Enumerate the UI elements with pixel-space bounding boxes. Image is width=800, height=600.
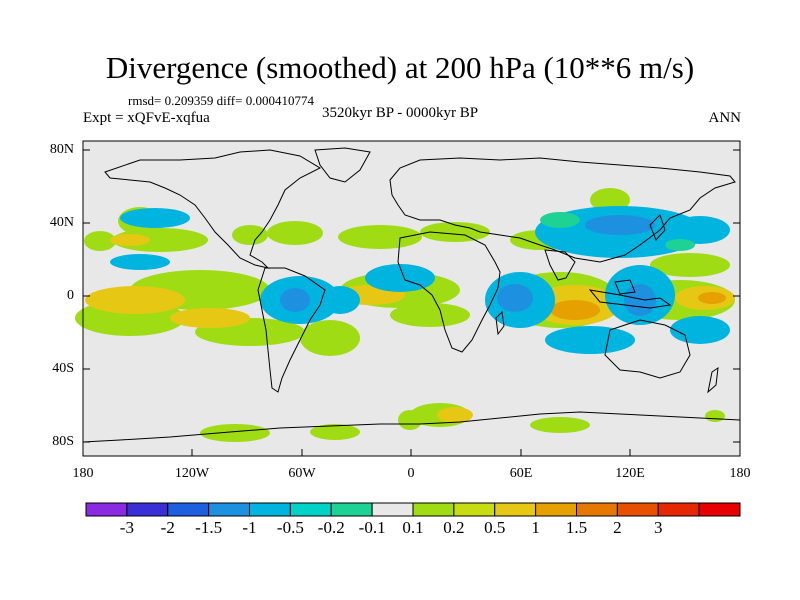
coastline-madagascar (495, 310, 505, 336)
field-blob (170, 308, 250, 328)
coastline-australia (604, 319, 691, 379)
colorbar-swatch (657, 502, 700, 517)
lon-tick-label: 60W (288, 466, 316, 481)
lat-tick-label: 40N (49, 215, 74, 230)
field-blob (650, 253, 730, 277)
lat-tick-label: 80S (52, 434, 74, 449)
period-label: 3520kyr BP - 0000kyr BP (322, 105, 479, 121)
colorbar-swatch (535, 502, 577, 517)
positive-anomaly-regions (75, 188, 735, 442)
field-blob (232, 225, 268, 245)
colorbar-swatch (330, 502, 373, 517)
colorbar-label: -1 (242, 518, 257, 537)
coastline-eurasia (389, 157, 736, 263)
coastline-north-america (104, 149, 322, 269)
lon-tick-label: 120E (615, 466, 645, 481)
colorbar-label: -0.2 (317, 518, 345, 537)
field-blob (698, 292, 726, 304)
coastline-new-zealand (707, 366, 719, 394)
colorbar-swatch (371, 502, 414, 517)
coastlines (82, 147, 741, 443)
field-blob (550, 300, 600, 320)
coastline-south-america (257, 267, 326, 393)
field-blob (530, 417, 590, 433)
field-blob (200, 424, 270, 442)
lon-tick-label: 0 (407, 466, 415, 481)
field-blob (338, 225, 422, 249)
colorbar-swatch (412, 502, 455, 517)
field-blob (665, 239, 695, 251)
lat-tick-label: 80N (49, 142, 74, 157)
field-blob (320, 286, 360, 314)
field-blob (85, 286, 185, 314)
colorbar-label: -1.5 (195, 518, 223, 537)
lat-tick-label: 40S (52, 361, 74, 376)
field-blob (110, 234, 150, 246)
field-blob (112, 228, 208, 252)
field-blob (365, 264, 435, 292)
weak-negative-regions (540, 212, 695, 251)
figure-title: Divergence (smoothed) at 200 hPa (10**6 … (105, 50, 695, 85)
colorbar-label: 0.1 (402, 518, 424, 537)
lon-tick-label: 180 (72, 466, 94, 481)
coastline-india (544, 249, 576, 281)
lat-tick-label: 0 (67, 288, 74, 303)
coastline-japan (649, 214, 666, 241)
coastline-africa (397, 231, 501, 353)
field-blob (84, 231, 116, 251)
colorbar-swatch (576, 502, 618, 517)
colorbar-label: 0.5 (484, 518, 506, 537)
colorbar-swatch (85, 502, 128, 517)
coastline-indonesia (588, 289, 672, 309)
colorbar-swatch (289, 502, 332, 517)
coastline-antarctica (82, 411, 741, 443)
colorbar-label: -0.1 (358, 518, 386, 537)
field-blob (670, 216, 730, 244)
field-blob (540, 212, 580, 228)
colorbar-swatch (453, 502, 496, 517)
colorbar-label: -0.5 (276, 518, 304, 537)
colorbar-swatch (698, 502, 741, 517)
lon-tick-label: 60E (509, 466, 533, 481)
field-blob (300, 320, 360, 356)
field-blob (545, 326, 635, 354)
strongest-positive-regions (550, 292, 726, 320)
colorbar-label: 2 (613, 518, 622, 537)
colorbar-swatch (126, 502, 169, 517)
colorbar-swatch (167, 502, 210, 517)
field-blob (267, 221, 323, 245)
rmsd-diff-stats: rmsd= 0.209359 diff= 0.000410774 (128, 93, 314, 108)
experiment-label: Expt = xQFvE-xqfua (83, 110, 210, 126)
colorbar-label: 1 (531, 518, 540, 537)
field-blob (420, 222, 490, 242)
field-blob (497, 284, 533, 312)
field-blob (110, 254, 170, 270)
season-label: ANN (708, 110, 742, 126)
axis-ticks (82, 149, 741, 456)
lon-tick-label: 180 (729, 466, 751, 481)
field-blob (437, 407, 473, 423)
lon-tick-label: 120W (174, 466, 210, 481)
colorbar-swatch (249, 502, 291, 517)
colorbar-label: 0.2 (443, 518, 465, 537)
colorbar-swatch (494, 502, 537, 517)
colorbar-label: -2 (160, 518, 175, 537)
coastline-greenland (314, 147, 371, 183)
colorbar-swatch (616, 502, 659, 517)
field-blob (585, 215, 655, 235)
colorbar-label: -3 (119, 518, 134, 537)
field-blob (280, 288, 310, 312)
field-blob (390, 303, 470, 327)
colorbar-label: 1.5 (565, 518, 588, 537)
field-blob (310, 424, 360, 440)
colorbar-label: 3 (654, 518, 663, 537)
coastline-borneo (614, 279, 636, 295)
field-blob (120, 208, 190, 228)
colorbar-swatch (208, 502, 250, 517)
field-blob (398, 410, 422, 430)
